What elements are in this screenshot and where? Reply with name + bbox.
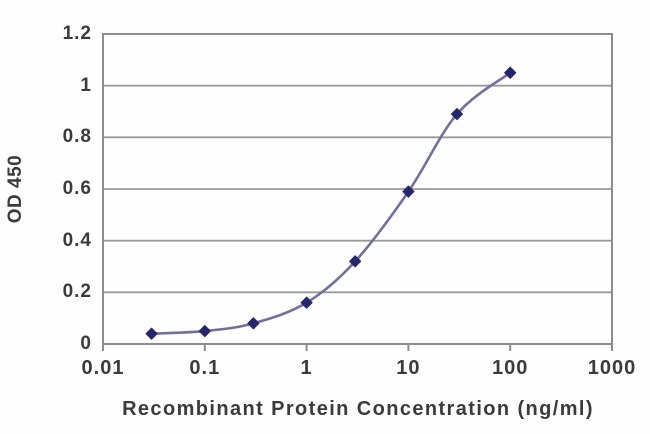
y-tick-label: 0.8 bbox=[62, 126, 92, 148]
data-point-marker bbox=[349, 255, 362, 268]
x-tick-label: 10 bbox=[396, 357, 421, 379]
plot-border bbox=[102, 33, 613, 345]
x-tick-label: 1 bbox=[300, 357, 313, 379]
x-tick-label: 0.1 bbox=[189, 357, 221, 379]
x-tick-label: 100 bbox=[492, 357, 529, 379]
data-point-marker bbox=[145, 327, 158, 340]
y-tick-label: 0.6 bbox=[62, 178, 92, 199]
y-tick-label: 1 bbox=[80, 74, 92, 96]
data-point-marker bbox=[300, 296, 313, 309]
x-axis-title: Recombinant Protein Concentration (ng/ml… bbox=[122, 398, 594, 420]
series-line bbox=[150, 71, 512, 335]
data-point-marker bbox=[450, 107, 464, 121]
y-tick-label: 0.2 bbox=[62, 281, 92, 303]
x-tick-label: 0.01 bbox=[81, 357, 125, 379]
data-point-marker bbox=[504, 66, 517, 79]
data-point-marker bbox=[247, 317, 260, 330]
data-point-marker bbox=[402, 185, 415, 198]
x-tick-label: 1000 bbox=[587, 357, 637, 379]
y-tick-label: 1.2 bbox=[62, 23, 92, 44]
y-tick-label: 0.4 bbox=[62, 229, 92, 251]
y-tick-label: 0 bbox=[80, 333, 92, 354]
data-point-marker bbox=[198, 324, 211, 338]
